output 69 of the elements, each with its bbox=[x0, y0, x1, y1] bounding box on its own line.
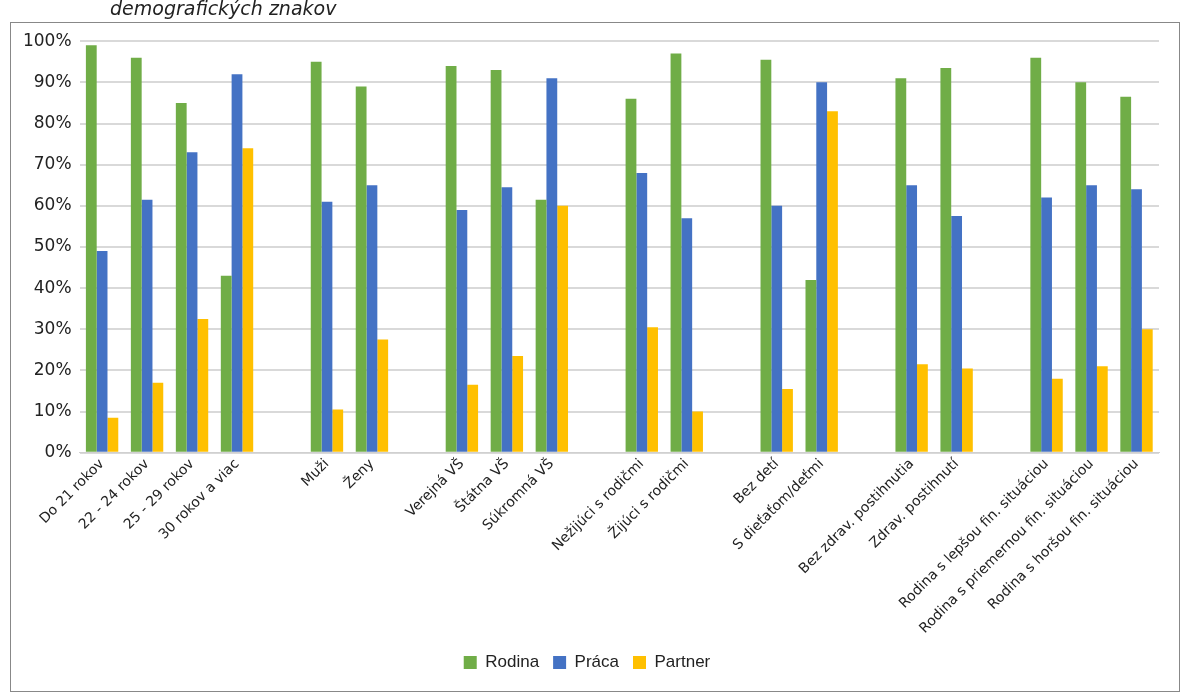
bar bbox=[366, 185, 378, 452]
bar bbox=[546, 78, 558, 452]
bar bbox=[96, 251, 108, 452]
legend-label: Rodina bbox=[485, 652, 540, 672]
bar bbox=[1041, 197, 1052, 452]
bar bbox=[310, 61, 322, 452]
chart-title: demografických znakov bbox=[110, 0, 337, 19]
y-tick-label: 40% bbox=[33, 276, 72, 297]
y-tick-label: 20% bbox=[33, 358, 72, 379]
bar bbox=[512, 356, 524, 452]
bar bbox=[917, 364, 928, 452]
bar bbox=[670, 53, 682, 452]
bar bbox=[962, 368, 973, 452]
bar bbox=[895, 78, 907, 452]
bar bbox=[827, 111, 838, 452]
y-tick-label: 90% bbox=[33, 70, 72, 91]
bar bbox=[1051, 378, 1063, 452]
y-tick-label: 80% bbox=[33, 111, 72, 132]
bar bbox=[625, 98, 637, 452]
bar bbox=[231, 74, 243, 452]
bar bbox=[636, 172, 648, 452]
bar bbox=[760, 59, 772, 452]
legend-label: Práca bbox=[574, 652, 620, 672]
bar bbox=[377, 339, 389, 452]
bar bbox=[906, 185, 918, 452]
bar bbox=[1030, 57, 1042, 452]
bar bbox=[107, 417, 119, 452]
y-tick-label: 60% bbox=[33, 194, 72, 215]
y-tick-label: 50% bbox=[33, 235, 72, 256]
bar bbox=[332, 409, 344, 452]
bar bbox=[771, 205, 783, 452]
bar bbox=[152, 382, 164, 452]
bar bbox=[445, 65, 457, 452]
bar bbox=[501, 187, 513, 452]
y-tick-label: 30% bbox=[33, 317, 72, 338]
bar bbox=[1131, 189, 1142, 452]
y-tick-label: 10% bbox=[33, 400, 72, 421]
bar bbox=[951, 216, 963, 452]
bar bbox=[782, 388, 793, 452]
bar bbox=[692, 411, 703, 452]
legend-label: Partner bbox=[654, 652, 711, 672]
bar bbox=[816, 82, 828, 452]
bar bbox=[467, 384, 479, 452]
bar bbox=[535, 199, 547, 452]
bar bbox=[1141, 329, 1153, 452]
bar bbox=[1075, 82, 1087, 452]
bar bbox=[557, 205, 569, 452]
bar bbox=[456, 209, 468, 452]
bar bbox=[940, 67, 952, 452]
bar bbox=[647, 327, 658, 452]
y-tick-label: 100% bbox=[22, 29, 72, 50]
bar bbox=[141, 199, 153, 452]
bar bbox=[1120, 96, 1132, 452]
bar bbox=[85, 45, 97, 452]
bar bbox=[681, 218, 693, 452]
bar bbox=[321, 201, 333, 452]
y-tick-label: 0% bbox=[44, 441, 72, 462]
bar bbox=[220, 275, 232, 452]
bar bbox=[197, 319, 209, 452]
bar bbox=[355, 86, 367, 452]
y-tick-label: 70% bbox=[33, 153, 72, 174]
bar bbox=[805, 279, 817, 452]
bar bbox=[490, 70, 502, 452]
bar bbox=[175, 102, 187, 452]
bar bbox=[186, 152, 198, 452]
bar bbox=[130, 57, 142, 452]
bar bbox=[242, 148, 254, 452]
bar bbox=[1096, 366, 1108, 452]
bar bbox=[1086, 185, 1097, 452]
